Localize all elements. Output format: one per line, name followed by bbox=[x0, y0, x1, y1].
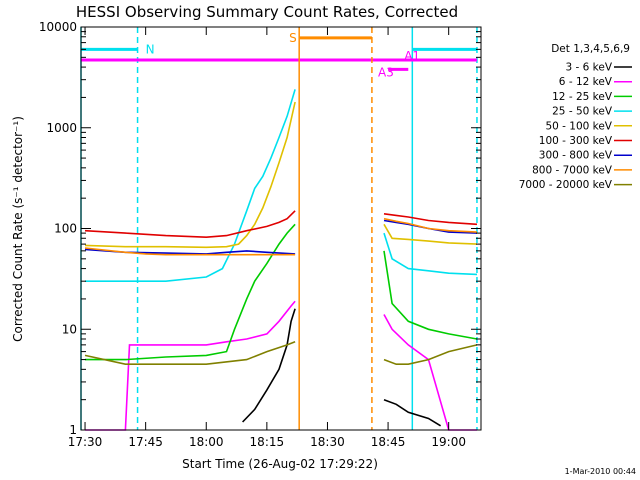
chart-title: HESSI Observing Summary Count Rates, Cor… bbox=[76, 3, 458, 21]
legend-label: 800 - 7000 keV bbox=[532, 164, 613, 176]
legend-label: 12 - 25 keV bbox=[552, 91, 613, 103]
series-line bbox=[84, 247, 296, 256]
series-line bbox=[383, 223, 478, 245]
series-line bbox=[85, 223, 296, 361]
series-line bbox=[84, 341, 296, 366]
legend: Det 1,3,4,5,6,9 3 - 6 keV 6 - 12 keV 12 - … bbox=[519, 43, 632, 191]
annotation-label: S bbox=[289, 31, 297, 45]
legend-title: Det 1,3,4,5,6,9 bbox=[551, 43, 630, 55]
x-tick-label: 18:45 bbox=[371, 435, 406, 449]
series-line bbox=[383, 217, 478, 233]
series-line bbox=[383, 232, 478, 276]
legend-label: 7000 - 20000 keV bbox=[519, 179, 613, 191]
series-line bbox=[383, 314, 477, 431]
series-line bbox=[383, 250, 478, 340]
legend-label: 50 - 100 keV bbox=[545, 120, 612, 132]
series-lines bbox=[84, 89, 478, 431]
x-tick-label: 19:00 bbox=[431, 435, 466, 449]
annotation-label: A1 bbox=[404, 49, 420, 63]
series-line bbox=[383, 398, 442, 427]
y-axis-label: Corrected Count Rate (s⁻¹ detector⁻¹) bbox=[11, 116, 25, 342]
series-line bbox=[84, 101, 296, 249]
series-line bbox=[242, 308, 296, 423]
legend-label: 6 - 12 keV bbox=[559, 76, 613, 88]
x-axis-label: Start Time (26-Aug-02 17:29:22) bbox=[182, 457, 378, 471]
y-tick-label: 1000 bbox=[46, 121, 77, 135]
x-tick-label: 18:15 bbox=[250, 435, 285, 449]
y-axis: 1 10 100 1000 10000 bbox=[39, 20, 481, 437]
x-axis: 17:30 17:45 18:00 18:15 18:30 18:45 19:00 bbox=[68, 27, 466, 449]
y-tick-label: 10000 bbox=[39, 20, 77, 34]
legend-label: 300 - 800 keV bbox=[539, 150, 613, 162]
y-tick-label: 1 bbox=[69, 423, 77, 437]
x-tick-label: 18:00 bbox=[189, 435, 224, 449]
legend-label: 25 - 50 keV bbox=[552, 106, 613, 118]
x-tick-label: 17:30 bbox=[68, 435, 103, 449]
footer-timestamp: 1-Mar-2010 00:44 bbox=[565, 467, 636, 476]
legend-label: 3 - 6 keV bbox=[565, 62, 612, 74]
series-line bbox=[383, 213, 478, 226]
y-tick-label: 100 bbox=[54, 222, 77, 236]
y-tick-label: 10 bbox=[62, 322, 77, 336]
series-line bbox=[85, 300, 296, 431]
annotation-label: A3 bbox=[378, 65, 394, 79]
legend-label: 100 - 300 keV bbox=[539, 135, 613, 147]
series-line bbox=[84, 210, 296, 239]
series-line bbox=[383, 344, 478, 366]
plot-frame bbox=[80, 26, 482, 431]
x-tick-label: 17:45 bbox=[128, 435, 163, 449]
x-tick-label: 18:30 bbox=[310, 435, 345, 449]
series-line bbox=[85, 89, 296, 283]
annotation-label: N bbox=[146, 42, 155, 56]
